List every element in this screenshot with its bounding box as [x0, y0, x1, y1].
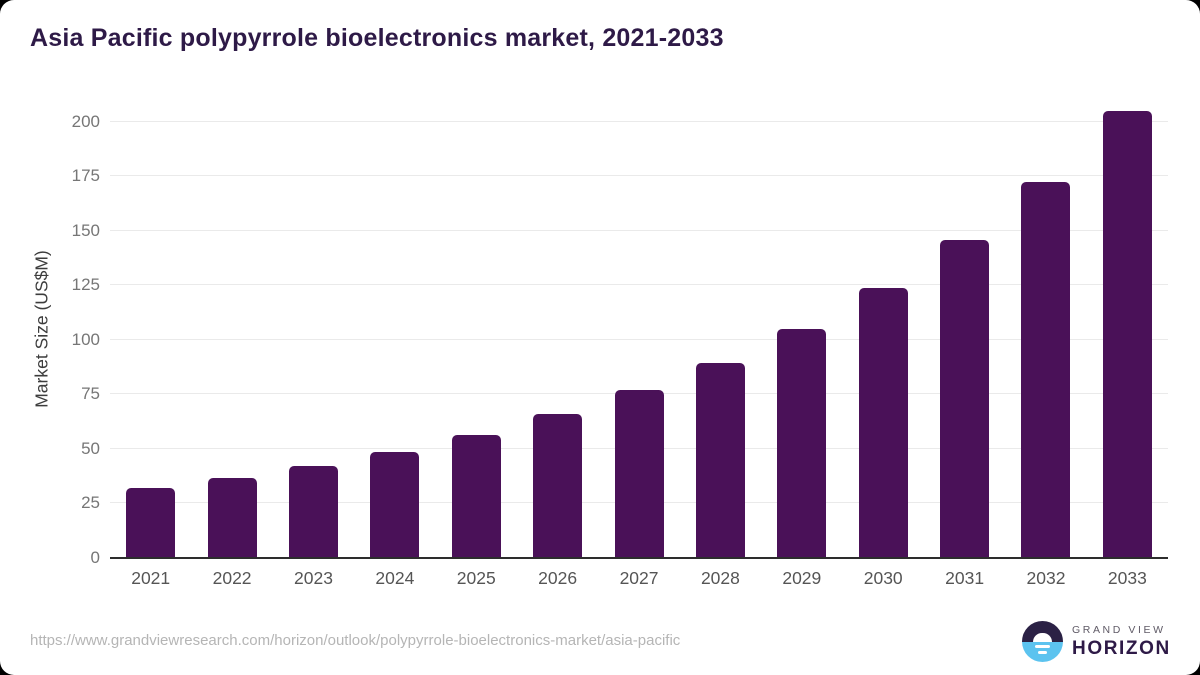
bar-2023 [288, 466, 338, 558]
y-tick-label: 75 [81, 384, 100, 404]
bar-2021 [126, 488, 176, 558]
source-url: https://www.grandviewresearch.com/horizo… [30, 632, 681, 649]
y-tick-label: 50 [81, 438, 100, 458]
bar-2027 [614, 390, 664, 558]
gridline [110, 120, 1168, 122]
gridline [110, 229, 1168, 231]
bar-slot [924, 100, 1005, 558]
x-tick-label: 2026 [538, 568, 578, 588]
bar-slot [436, 100, 517, 558]
bar-series [110, 100, 1168, 558]
bar-slot [354, 100, 435, 558]
bar-slot [273, 100, 354, 558]
x-axis-labels: 2021 2022 2023 2024 2025 2026 2027 2028 2029 2030… [110, 568, 1168, 589]
bar-2033 [1102, 110, 1152, 558]
bar-slot [843, 100, 924, 558]
x-tick-label: 2027 [619, 568, 659, 588]
gridline [110, 175, 1168, 177]
x-axis-line [110, 557, 1168, 559]
logo-text-grand-view: GRAND VIEW [1072, 623, 1166, 636]
bar-slot [517, 100, 598, 558]
bar-slot [761, 100, 842, 558]
y-tick-label: 100 [71, 329, 100, 349]
x-tick-label: 2024 [375, 568, 415, 588]
bar-2031 [940, 239, 990, 558]
gridline [110, 284, 1168, 286]
x-tick-label: 2023 [294, 568, 333, 588]
bar-slot [1087, 100, 1168, 558]
horizon-sunrise-icon [1022, 621, 1063, 662]
x-tick-label: 2022 [212, 568, 252, 588]
x-tick-label: 2031 [945, 568, 985, 588]
bar-2028 [695, 362, 745, 558]
x-tick-label: 2028 [700, 568, 740, 588]
bar-slot [598, 100, 679, 558]
y-tick-label: 25 [81, 493, 100, 513]
bar-slot [110, 100, 191, 558]
logo-text: GRAND VIEW HORIZON [1072, 624, 1171, 660]
gridline [110, 338, 1168, 340]
y-axis-title: Market Size (US$M) [31, 250, 52, 408]
y-tick-label: 150 [71, 220, 100, 240]
y-tick-label: 175 [71, 166, 100, 186]
bar-2025 [451, 434, 501, 558]
bar-2030 [858, 287, 908, 558]
y-tick-label: 125 [71, 275, 100, 295]
bar-slot [191, 100, 272, 558]
x-tick-label: 2032 [1026, 568, 1066, 588]
page-title: Asia Pacific polypyrrole bioelectronics … [30, 24, 724, 52]
logo-sky-half [1022, 621, 1063, 642]
x-tick-label: 2030 [863, 568, 903, 588]
bar-2026 [533, 414, 583, 558]
x-tick-label: 2021 [131, 568, 171, 588]
bar-chart-plot-area: 0 25 50 75 100 125 150 175 200 [72, 100, 1168, 567]
logo-wave-line [1035, 644, 1050, 648]
bar-slot [680, 100, 761, 558]
logo-sun-dome [1033, 632, 1052, 642]
y-tick-label: 0 [90, 548, 100, 567]
bar-slot [1005, 100, 1086, 558]
bar-2022 [207, 478, 257, 558]
bar-2032 [1021, 181, 1071, 558]
x-tick-label: 2029 [782, 568, 822, 588]
logo-text-horizon: HORIZON [1072, 637, 1171, 659]
bar-2024 [370, 452, 420, 558]
x-tick-label: 2025 [456, 568, 496, 588]
logo-wave-line [1038, 650, 1047, 654]
bar-2029 [777, 329, 827, 558]
x-tick-label: 2033 [1107, 568, 1147, 588]
grandview-horizon-logo: GRAND VIEW HORIZON [1022, 621, 1171, 662]
y-tick-label: 200 [71, 111, 100, 131]
